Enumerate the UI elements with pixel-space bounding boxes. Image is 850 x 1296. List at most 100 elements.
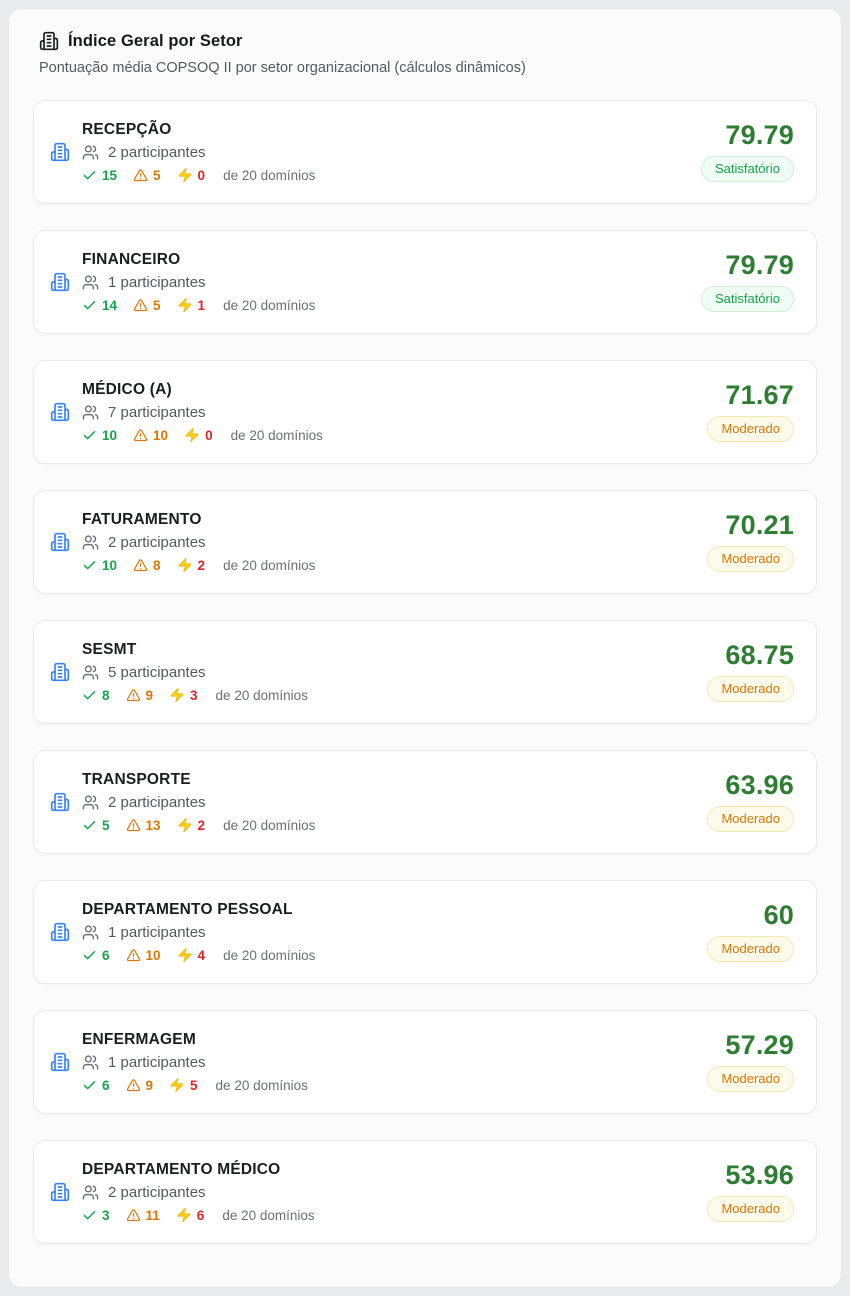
warning-count: 9 (145, 687, 154, 703)
sector-name: SESMT (82, 641, 137, 658)
sector-card-right: 53.96 Moderado (707, 1159, 794, 1223)
participants-row: 7 participantes (82, 404, 323, 421)
status-badge: Moderado (707, 1065, 794, 1093)
warning-triangle-icon (133, 558, 148, 573)
sector-score: 79.79 (725, 249, 794, 280)
sector-card[interactable]: MÉDICO (A) 7 participantes 10 (33, 360, 817, 464)
page-title: Índice Geral por Setor (68, 31, 243, 50)
ok-domains-stat: 15 (82, 168, 117, 183)
check-icon (82, 688, 97, 703)
participants-count: 1 participantes (108, 1054, 206, 1071)
sector-card[interactable]: DEPARTAMENTO MÉDICO 2 participantes 3 (33, 1140, 817, 1244)
sector-score: 79.79 (725, 119, 794, 150)
warning-count: 5 (153, 167, 161, 183)
sector-score: 53.96 (725, 1159, 794, 1190)
check-icon (82, 558, 97, 573)
warning-count: 11 (145, 1207, 160, 1223)
sector-name: TRANSPORTE (82, 771, 191, 788)
warning-domains-stat: 9 (126, 687, 154, 703)
sector-info: RECEPÇÃO 2 participantes 15 (82, 121, 315, 183)
sector-score: 70.21 (725, 509, 794, 540)
status-badge: Moderado (707, 805, 794, 833)
sector-card[interactable]: FATURAMENTO 2 participantes 10 (33, 490, 817, 594)
domain-stats-row: 5 13 2 de 20 domínios (82, 817, 315, 833)
risk-domains-stat: 1 (177, 297, 205, 313)
sector-info: TRANSPORTE 2 participantes 5 (82, 771, 315, 833)
sector-card-list: RECEPÇÃO 2 participantes 15 (33, 100, 817, 1244)
sector-card-left: MÉDICO (A) 7 participantes 10 (50, 381, 323, 443)
sector-name: RECEPÇÃO (82, 121, 172, 138)
ok-count: 14 (102, 297, 118, 313)
sector-card-left: RECEPÇÃO 2 participantes 15 (50, 121, 315, 183)
ok-count: 15 (102, 167, 118, 183)
ok-domains-stat: 3 (82, 1208, 110, 1223)
ok-count: 6 (102, 947, 110, 963)
sector-card-left: FINANCEIRO 1 participantes 14 (50, 251, 315, 313)
sector-info: SESMT 5 participantes 8 (82, 641, 308, 703)
warning-count: 10 (153, 427, 169, 443)
participants-count: 7 participantes (108, 404, 206, 421)
domain-stats-row: 10 10 0 de 20 domínios (82, 427, 323, 443)
participants-row: 2 participantes (82, 794, 315, 811)
lightning-icon (184, 427, 200, 443)
risk-domains-stat: 2 (177, 557, 205, 573)
building-icon (50, 922, 70, 942)
sector-card-right: 60 Moderado (707, 899, 794, 963)
domain-stats-row: 10 8 2 de 20 domínios (82, 557, 315, 573)
sector-card[interactable]: SESMT 5 participantes 8 (33, 620, 817, 724)
status-badge: Satisfatório (700, 155, 794, 183)
warning-triangle-icon (126, 818, 141, 833)
lightning-icon (176, 1207, 192, 1223)
sector-score: 60 (763, 899, 794, 930)
sector-card-left: DEPARTAMENTO PESSOAL 1 participantes 6 (50, 901, 315, 963)
users-icon (82, 534, 99, 551)
building-icon (50, 532, 70, 552)
ok-count: 10 (102, 557, 118, 573)
risk-domains-stat: 6 (176, 1207, 204, 1223)
participants-count: 1 participantes (108, 924, 206, 941)
risk-count: 4 (197, 947, 206, 963)
risk-count: 2 (197, 817, 206, 833)
sector-card[interactable]: TRANSPORTE 2 participantes 5 (33, 750, 817, 854)
participants-count: 2 participantes (108, 794, 206, 811)
risk-domains-stat: 0 (184, 427, 213, 443)
sector-card[interactable]: RECEPÇÃO 2 participantes 15 (33, 100, 817, 204)
warning-count: 5 (153, 297, 161, 313)
risk-domains-stat: 0 (177, 167, 205, 183)
status-badge: Moderado (707, 935, 794, 963)
warning-triangle-icon (126, 688, 141, 703)
check-icon (82, 1208, 97, 1223)
sector-info: FINANCEIRO 1 participantes 14 (82, 251, 315, 313)
sector-card-right: 79.79 Satisfatório (700, 249, 794, 313)
participants-row: 1 participantes (82, 274, 315, 291)
ok-domains-stat: 8 (82, 688, 110, 703)
domains-total-label: de 20 domínios (223, 297, 316, 313)
check-icon (82, 168, 97, 183)
risk-domains-stat: 5 (169, 1077, 198, 1093)
sector-info: MÉDICO (A) 7 participantes 10 (82, 381, 323, 443)
sector-card[interactable]: ENFERMAGEM 1 participantes 6 (33, 1010, 817, 1114)
users-icon (82, 274, 99, 291)
sector-index-panel: Índice Geral por Setor Pontuação média C… (8, 8, 842, 1288)
domains-total-label: de 20 domínios (223, 167, 316, 183)
sector-card[interactable]: DEPARTAMENTO PESSOAL 1 participantes 6 (33, 880, 817, 984)
ok-domains-stat: 14 (82, 298, 117, 313)
ok-count: 8 (102, 687, 110, 703)
lightning-icon (169, 687, 185, 703)
building-icon (50, 402, 70, 422)
sector-name: MÉDICO (A) (82, 381, 172, 398)
sector-name: ENFERMAGEM (82, 1031, 196, 1048)
lightning-icon (169, 1077, 185, 1093)
participants-row: 2 participantes (82, 144, 315, 161)
sector-card-right: 71.67 Moderado (707, 381, 794, 443)
check-icon (82, 948, 97, 963)
domains-total-label: de 20 domínios (222, 1207, 315, 1223)
sector-name: FATURAMENTO (82, 511, 202, 528)
domain-stats-row: 6 9 5 de 20 domínios (82, 1077, 308, 1093)
lightning-icon (177, 817, 193, 833)
lightning-icon (177, 947, 193, 963)
sector-card[interactable]: FINANCEIRO 1 participantes 14 (33, 230, 817, 334)
sector-score: 57.29 (725, 1029, 794, 1060)
participants-count: 2 participantes (108, 144, 206, 161)
domain-stats-row: 3 11 6 de 20 domínios (82, 1207, 315, 1223)
